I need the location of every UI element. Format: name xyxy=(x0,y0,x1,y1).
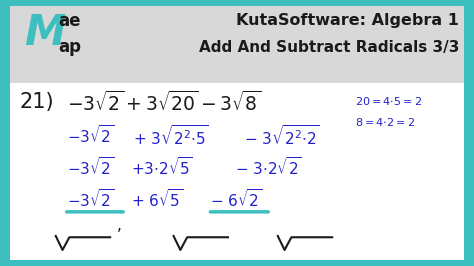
Text: $-3\sqrt{2}$: $-3\sqrt{2}$ xyxy=(67,124,114,146)
Text: $-3\sqrt{2}$: $-3\sqrt{2}$ xyxy=(67,188,114,210)
Text: $-3\sqrt{2}$: $-3\sqrt{2}$ xyxy=(67,156,114,178)
Text: ae: ae xyxy=(58,12,81,30)
Text: $+3{\cdot}2\sqrt{5}$: $+3{\cdot}2\sqrt{5}$ xyxy=(130,156,192,178)
Text: M: M xyxy=(24,12,65,54)
Text: $-\ 3{\cdot}2\sqrt{2}$: $-\ 3{\cdot}2\sqrt{2}$ xyxy=(235,156,301,178)
Text: $+\ 3\sqrt{2^2{\cdot}5}$: $+\ 3\sqrt{2^2{\cdot}5}$ xyxy=(133,124,209,148)
Text: Add And Subtract Radicals 3/3: Add And Subtract Radicals 3/3 xyxy=(199,40,459,55)
Text: KutaSoftware: Algebra 1: KutaSoftware: Algebra 1 xyxy=(236,14,459,28)
Text: ,: , xyxy=(117,218,122,233)
Text: $20{=}4{\cdot}5 = 2$: $20{=}4{\cdot}5 = 2$ xyxy=(355,95,422,107)
Text: $-\ 3\sqrt{2^2{\cdot}2}$: $-\ 3\sqrt{2^2{\cdot}2}$ xyxy=(244,124,319,148)
Text: $-\ 6\sqrt{2}$: $-\ 6\sqrt{2}$ xyxy=(210,188,262,210)
Text: $-3\sqrt{2} + 3\sqrt{20} - 3\sqrt{8}$: $-3\sqrt{2} + 3\sqrt{20} - 3\sqrt{8}$ xyxy=(67,91,261,115)
Bar xyxy=(10,84,464,260)
Bar xyxy=(10,6,464,84)
Text: 21): 21) xyxy=(19,92,54,112)
Text: $8 = 4{\cdot}2 = 2$: $8 = 4{\cdot}2 = 2$ xyxy=(355,117,415,128)
Text: ap: ap xyxy=(58,38,81,56)
Text: $+\ 6\sqrt{5}$: $+\ 6\sqrt{5}$ xyxy=(131,188,184,210)
